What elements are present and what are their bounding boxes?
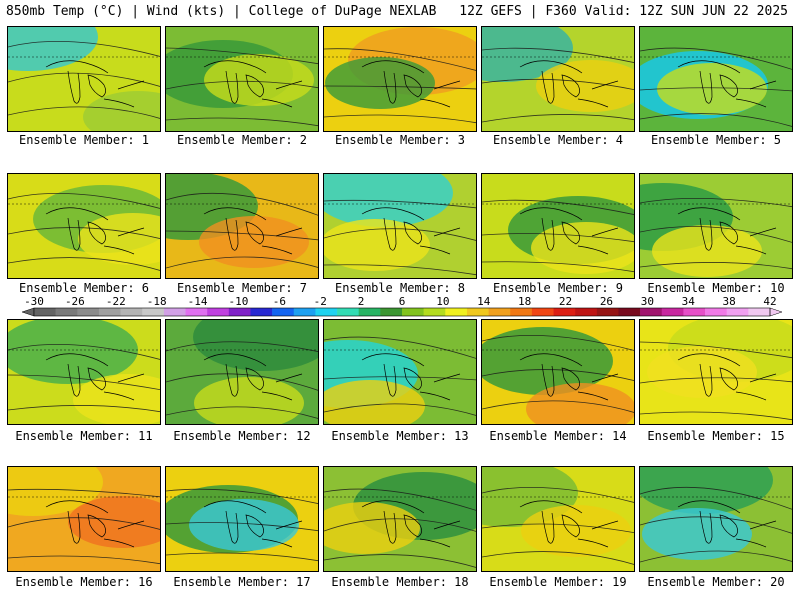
ensemble-member-label: Ensemble Member: 19 bbox=[489, 575, 627, 589]
ensemble-member-label: Ensemble Member: 6 bbox=[18, 281, 150, 295]
ensemble-map-3 bbox=[323, 26, 477, 132]
ensemble-map-15 bbox=[639, 319, 793, 425]
colorbar-tick-label: 22 bbox=[559, 296, 572, 308]
colorbar-swatch bbox=[596, 308, 619, 316]
colorbar-tick-label: -14 bbox=[188, 296, 208, 308]
colorbar-swatch bbox=[640, 308, 663, 316]
ensemble-member-label: Ensemble Member: 3 bbox=[334, 133, 466, 147]
ensemble-member-label: Ensemble Member: 5 bbox=[650, 133, 782, 147]
colorbar-tick-label: -6 bbox=[273, 296, 286, 308]
colorbar-min-arrow bbox=[21, 307, 35, 317]
colorbar-swatch bbox=[272, 308, 295, 316]
colorbar-tick-label: 10 bbox=[436, 296, 449, 308]
colorbar-tick-label: 6 bbox=[399, 296, 406, 308]
colorbar-swatch bbox=[142, 308, 165, 316]
ensemble-map-20 bbox=[639, 466, 793, 572]
colorbar-swatch bbox=[661, 308, 684, 316]
colorbar-tick-label: 34 bbox=[682, 296, 696, 308]
colorbar-swatch bbox=[55, 308, 78, 316]
colorbar-swatch bbox=[207, 308, 230, 316]
ensemble-member-label: Ensemble Member: 18 bbox=[331, 575, 469, 589]
ensemble-map-6 bbox=[7, 173, 161, 279]
ensemble-member-label: Ensemble Member: 8 bbox=[334, 281, 466, 295]
ensemble-member-label: Ensemble Member: 15 bbox=[647, 429, 785, 443]
ensemble-member-label: Ensemble Member: 4 bbox=[492, 133, 624, 147]
colorbar-tick-label: -22 bbox=[106, 296, 126, 308]
ensemble-member-label: Ensemble Member: 9 bbox=[492, 281, 624, 295]
map-title: 850mb Temp (°C) | Wind (kts) | College o… bbox=[6, 4, 437, 19]
colorbar-tick-label: 14 bbox=[477, 296, 491, 308]
colorbar-swatch bbox=[34, 308, 56, 316]
colorbar-tick-label: -2 bbox=[314, 296, 327, 308]
colorbar-swatch bbox=[510, 308, 533, 316]
model-run-info: 12Z GEFS | F360 Valid: 12Z SUN JUN 22 20… bbox=[459, 4, 788, 19]
ensemble-map-7 bbox=[165, 173, 319, 279]
colorbar-swatch bbox=[337, 308, 360, 316]
colorbar-swatch bbox=[726, 308, 749, 316]
colorbar-swatch bbox=[531, 308, 554, 316]
ensemble-map-12 bbox=[165, 319, 319, 425]
ensemble-member-label: Ensemble Member: 17 bbox=[173, 575, 311, 589]
colorbar-tick-label: 2 bbox=[358, 296, 365, 308]
ensemble-member-label: Ensemble Member: 2 bbox=[176, 133, 308, 147]
colorbar-swatch bbox=[163, 308, 186, 316]
colorbar-tick-label: -10 bbox=[229, 296, 249, 308]
ensemble-member-label: Ensemble Member: 12 bbox=[173, 429, 311, 443]
ensemble-map-11 bbox=[7, 319, 161, 425]
colorbar-tick-label: -30 bbox=[24, 296, 44, 308]
colorbar-max-arrow bbox=[769, 307, 783, 317]
colorbar-swatch bbox=[618, 308, 641, 316]
ensemble-map-1 bbox=[7, 26, 161, 132]
ensemble-map-18 bbox=[323, 466, 477, 572]
ensemble-member-label: Ensemble Member: 7 bbox=[176, 281, 308, 295]
colorbar-tick-label: 26 bbox=[600, 296, 613, 308]
ensemble-member-label: Ensemble Member: 14 bbox=[489, 429, 627, 443]
temperature-colorbar: -30 -26 -22 -18 -14 -10 -6 -2 2 6 10 14 18 22 26 30 34 38… bbox=[21, 296, 783, 317]
colorbar-tick-label: 42 bbox=[763, 296, 776, 308]
ensemble-map-14 bbox=[481, 319, 635, 425]
colorbar-swatch bbox=[488, 308, 511, 316]
colorbar-swatch bbox=[553, 308, 576, 316]
colorbar-swatch bbox=[315, 308, 338, 316]
colorbar-swatch bbox=[228, 308, 251, 316]
ensemble-map-9 bbox=[481, 173, 635, 279]
ensemble-map-13 bbox=[323, 319, 477, 425]
colorbar-tick-label: 18 bbox=[518, 296, 531, 308]
colorbar-swatch bbox=[358, 308, 381, 316]
colorbar-tick-label: 30 bbox=[641, 296, 654, 308]
ensemble-member-label: Ensemble Member: 11 bbox=[15, 429, 153, 443]
colorbar-tick-label: -18 bbox=[147, 296, 167, 308]
colorbar-swatch bbox=[98, 308, 121, 316]
ensemble-member-label: Ensemble Member: 20 bbox=[647, 575, 785, 589]
ensemble-member-label: Ensemble Member: 1 bbox=[18, 133, 150, 147]
colorbar-swatch bbox=[423, 308, 446, 316]
colorbar-swatch bbox=[748, 308, 771, 316]
ensemble-member-label: Ensemble Member: 16 bbox=[15, 575, 153, 589]
ensemble-map-17 bbox=[165, 466, 319, 572]
colorbar-swatch bbox=[77, 308, 100, 316]
colorbar-tick-label: -26 bbox=[65, 296, 85, 308]
ensemble-map-4 bbox=[481, 26, 635, 132]
colorbar-swatch bbox=[705, 308, 728, 316]
colorbar-swatch bbox=[466, 308, 489, 316]
colorbar-swatch bbox=[293, 308, 316, 316]
ensemble-map-2 bbox=[165, 26, 319, 132]
colorbar-tick-label: 38 bbox=[722, 296, 735, 308]
ensemble-map-16 bbox=[7, 466, 161, 572]
ensemble-map-8 bbox=[323, 173, 477, 279]
ensemble-map-10 bbox=[639, 173, 793, 279]
colorbar-swatch bbox=[120, 308, 143, 316]
colorbar-swatch bbox=[575, 308, 598, 316]
colorbar-swatch bbox=[445, 308, 468, 316]
colorbar-swatch bbox=[402, 308, 424, 316]
colorbar-swatch bbox=[380, 308, 403, 316]
ensemble-map-5 bbox=[639, 26, 793, 132]
ensemble-member-label: Ensemble Member: 10 bbox=[647, 281, 785, 295]
colorbar-swatch bbox=[250, 308, 273, 316]
ensemble-map-19 bbox=[481, 466, 635, 572]
colorbar-swatch bbox=[683, 308, 706, 316]
ensemble-member-label: Ensemble Member: 13 bbox=[331, 429, 469, 443]
colorbar-swatch bbox=[185, 308, 208, 316]
